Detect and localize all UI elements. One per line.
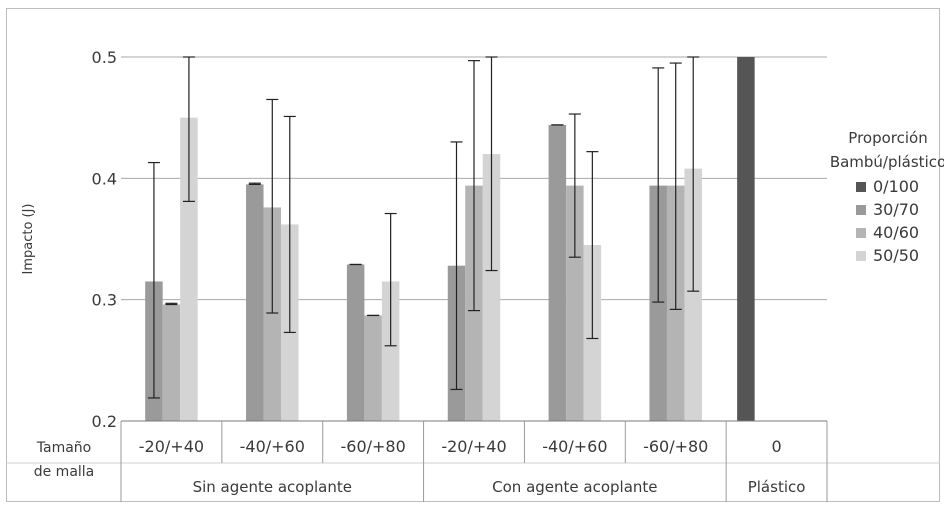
axes: 0.2 0.3 0.4 0.5 Impacto (J) [21, 48, 827, 431]
x-category-label: -20/+40 [441, 437, 506, 456]
x-category-label: -40/+60 [542, 437, 607, 456]
bar-50-50 [482, 154, 501, 422]
bar-0-100 [737, 57, 755, 421]
bar-30-70 [346, 264, 365, 421]
bar-50-50 [180, 117, 198, 422]
x-group-label: Plástico [748, 478, 806, 496]
legend: Proporción Bambú/plástico 0/100 30/70 40/60 5… [830, 129, 944, 265]
legend-swatch [856, 182, 866, 192]
y-tick-label: 0.5 [92, 48, 117, 67]
bar-40-60 [566, 185, 584, 421]
bar-40-60 [364, 315, 382, 421]
legend-label: 30/70 [873, 200, 919, 219]
bar-30-70 [649, 185, 667, 421]
bar-40-60 [263, 207, 282, 421]
x-category-label: -40/+60 [240, 437, 305, 456]
legend-swatch [856, 228, 866, 238]
legend-title: Bambú/plástico [830, 153, 944, 171]
legend-swatch [856, 205, 866, 215]
y-tick-label: 0.4 [92, 169, 117, 188]
bar-30-70 [246, 184, 264, 421]
bar-50-50 [381, 281, 400, 421]
y-axis-title: Impacto (J) [21, 203, 36, 274]
x-group-label: Sin agente acoplante [193, 478, 352, 496]
legend-label: 50/50 [873, 246, 919, 265]
legend-title: Proporción [848, 129, 927, 147]
x-category-label: -20/+40 [139, 437, 204, 456]
error-bars [147, 56, 700, 399]
x-category-label: -60/+80 [340, 437, 405, 456]
mesh-size-header: de malla [34, 464, 95, 480]
x-group-label: Con agente acoplante [492, 478, 657, 496]
x-category-label: -60/+80 [643, 437, 708, 456]
y-tick-label: 0.2 [92, 412, 117, 431]
bar-40-60 [162, 304, 181, 421]
mesh-size-header: Tamaño [36, 440, 91, 456]
y-tick-label: 0.3 [92, 291, 117, 310]
legend-label: 40/60 [873, 223, 919, 242]
legend-swatch [856, 251, 866, 261]
x-category-label: 0 [771, 437, 781, 456]
category-table: -20/+40 -40/+60 -60/+80 -20/+40 -40/+60 -60/+… [6, 421, 940, 502]
bar-50-50 [684, 168, 702, 421]
bar-30-70 [548, 124, 567, 422]
bar-series [145, 57, 755, 422]
legend-label: 0/100 [873, 177, 919, 196]
